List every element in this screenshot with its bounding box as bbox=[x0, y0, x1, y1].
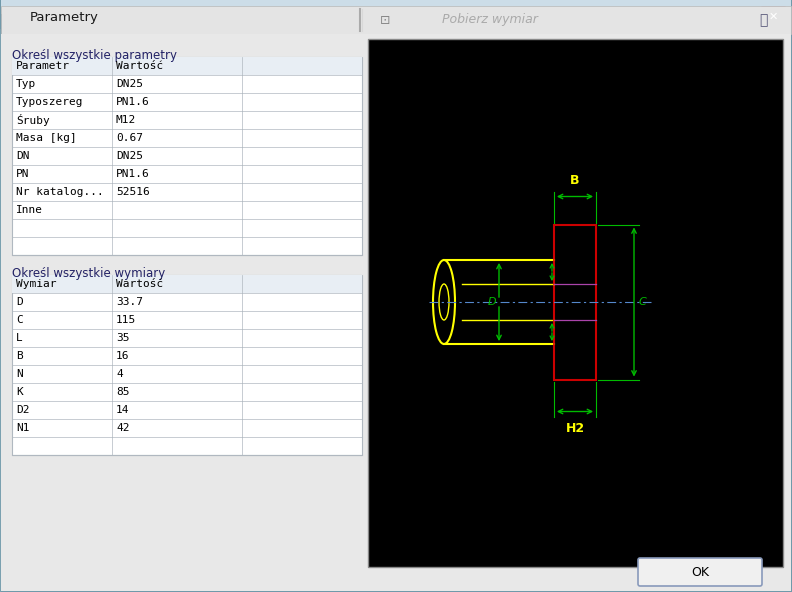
Text: M12: M12 bbox=[116, 115, 136, 125]
Text: B: B bbox=[570, 173, 580, 186]
FancyBboxPatch shape bbox=[1, 14, 791, 28]
Text: ⊡: ⊡ bbox=[379, 14, 390, 27]
FancyBboxPatch shape bbox=[368, 39, 783, 567]
Text: 16: 16 bbox=[116, 351, 130, 361]
Text: 85: 85 bbox=[116, 387, 130, 397]
Text: DN25: DN25 bbox=[116, 79, 143, 89]
Text: Parametry: Parametry bbox=[30, 11, 99, 24]
FancyBboxPatch shape bbox=[1, 0, 791, 14]
Text: PN1.6: PN1.6 bbox=[116, 169, 150, 179]
Text: Określ wszystkie parametry: Określ wszystkie parametry bbox=[12, 49, 177, 62]
FancyBboxPatch shape bbox=[1, 6, 791, 34]
Text: 33.7: 33.7 bbox=[116, 297, 143, 307]
Text: Nr katalog...: Nr katalog... bbox=[16, 187, 104, 197]
FancyBboxPatch shape bbox=[12, 57, 362, 75]
Text: H2: H2 bbox=[565, 422, 584, 435]
Text: Typ: Typ bbox=[16, 79, 36, 89]
Text: C: C bbox=[16, 315, 23, 325]
Text: L: L bbox=[16, 333, 23, 343]
Text: PN1.6: PN1.6 bbox=[116, 97, 150, 107]
Text: 115: 115 bbox=[116, 315, 136, 325]
FancyBboxPatch shape bbox=[1, 0, 791, 28]
Text: 42: 42 bbox=[116, 423, 130, 433]
Text: D2: D2 bbox=[16, 405, 29, 415]
Text: Wartość: Wartość bbox=[116, 61, 163, 71]
Text: Wartość: Wartość bbox=[116, 279, 163, 289]
Text: K: K bbox=[16, 387, 23, 397]
Text: ✕: ✕ bbox=[768, 12, 778, 22]
Text: B: B bbox=[16, 351, 23, 361]
FancyBboxPatch shape bbox=[8, 39, 371, 567]
FancyBboxPatch shape bbox=[761, 7, 785, 27]
Text: N1: N1 bbox=[16, 423, 29, 433]
Text: 🔍: 🔍 bbox=[759, 13, 767, 27]
Text: Wymiar: Wymiar bbox=[16, 279, 56, 289]
Text: Parametr: Parametr bbox=[16, 61, 70, 71]
Text: C: C bbox=[639, 297, 647, 307]
FancyBboxPatch shape bbox=[6, 9, 23, 25]
Text: OK: OK bbox=[691, 565, 709, 578]
Text: Masa [kg]: Masa [kg] bbox=[16, 133, 77, 143]
Text: DN25: DN25 bbox=[116, 151, 143, 161]
Text: 4: 4 bbox=[116, 369, 123, 379]
Text: DN: DN bbox=[16, 151, 29, 161]
FancyBboxPatch shape bbox=[638, 558, 762, 586]
FancyBboxPatch shape bbox=[12, 57, 362, 255]
Text: N: N bbox=[16, 369, 23, 379]
Text: 14: 14 bbox=[116, 405, 130, 415]
Text: PN: PN bbox=[16, 169, 29, 179]
Text: Określ wszystkie wymiary: Określ wszystkie wymiary bbox=[12, 267, 166, 280]
Text: Śruby: Śruby bbox=[16, 114, 50, 126]
Text: D: D bbox=[487, 297, 496, 307]
Text: Typoszereg: Typoszereg bbox=[16, 97, 83, 107]
Text: 35: 35 bbox=[116, 333, 130, 343]
FancyBboxPatch shape bbox=[12, 275, 362, 293]
FancyBboxPatch shape bbox=[1, 34, 791, 591]
Text: 52516: 52516 bbox=[116, 187, 150, 197]
Text: 0.67: 0.67 bbox=[116, 133, 143, 143]
Text: D: D bbox=[16, 297, 23, 307]
FancyBboxPatch shape bbox=[12, 275, 362, 455]
Text: Pobierz wymiar: Pobierz wymiar bbox=[442, 14, 538, 27]
Text: Inne: Inne bbox=[16, 205, 43, 215]
Polygon shape bbox=[6, 9, 23, 25]
